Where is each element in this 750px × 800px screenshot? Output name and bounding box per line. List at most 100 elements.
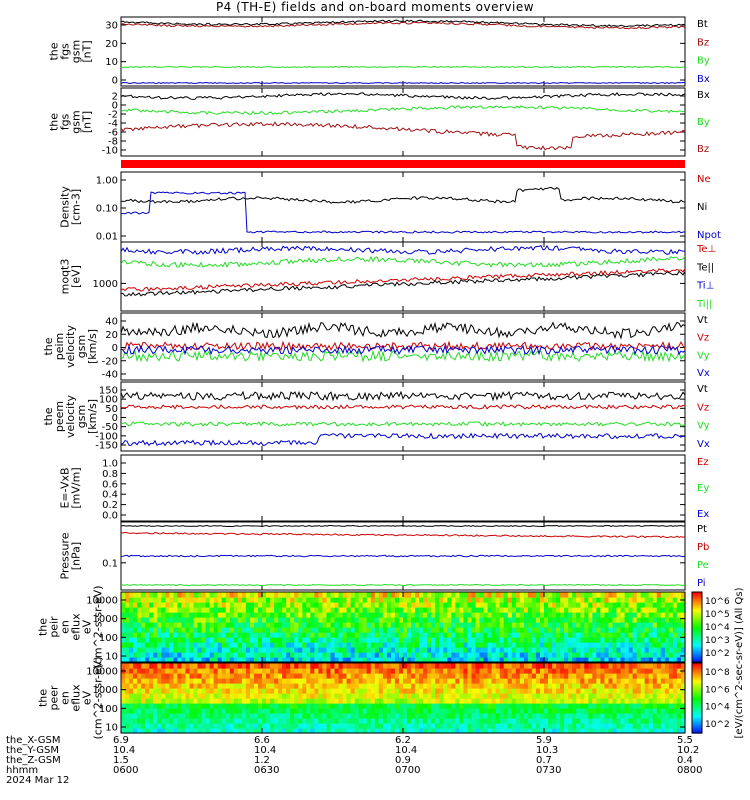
heatmap-cell xyxy=(491,637,497,643)
heatmap-cell xyxy=(129,612,134,618)
heatmap-cell xyxy=(286,612,291,618)
heatmap-cell xyxy=(620,718,626,724)
heatmap-cell xyxy=(153,673,158,679)
colorbar-step xyxy=(692,670,702,673)
heatmap-cell xyxy=(213,718,219,724)
heatmap-cell xyxy=(330,612,336,618)
heatmap-cell xyxy=(201,673,207,679)
heatmap-cell xyxy=(612,713,618,719)
heatmap-cell xyxy=(463,678,468,684)
colorbar-step xyxy=(692,604,702,607)
heatmap-cell xyxy=(298,723,303,729)
heatmap-cell xyxy=(298,622,303,628)
heatmap-cell xyxy=(225,663,231,669)
heatmap-cell xyxy=(407,673,412,679)
heatmap-cell xyxy=(479,673,485,679)
heatmap-cell xyxy=(407,718,412,724)
heatmap-cell xyxy=(193,668,199,674)
series-bx xyxy=(120,91,686,100)
heatmap-cell xyxy=(640,718,646,724)
colorbar-step xyxy=(692,632,702,635)
heatmap-cell xyxy=(213,688,219,694)
heatmap-cell xyxy=(419,723,424,729)
heatmap-cell xyxy=(540,652,545,658)
heatmap-cell xyxy=(415,708,420,714)
heatmap-cell xyxy=(487,673,493,679)
heatmap-cell xyxy=(241,718,247,724)
heatmap-cell xyxy=(314,612,319,618)
heatmap-cell xyxy=(274,708,279,714)
heatmap-cell xyxy=(346,688,352,694)
heatmap-cell xyxy=(419,617,424,623)
heatmap-cell xyxy=(125,688,130,694)
heatmap-cell xyxy=(173,698,178,704)
heatmap-cell xyxy=(548,683,553,689)
heatmap-cell xyxy=(278,698,283,704)
heatmap-cell xyxy=(189,718,195,724)
heatmap-cell xyxy=(419,637,424,643)
heatmap-cell xyxy=(431,647,436,653)
heatmap-cell xyxy=(382,663,388,669)
heatmap-cell xyxy=(600,693,605,699)
heatmap-cell xyxy=(181,718,186,724)
heatmap-cell xyxy=(455,693,460,699)
heatmap-cell xyxy=(548,657,553,663)
heatmap-cell xyxy=(443,713,448,719)
heatmap-cell xyxy=(556,627,561,633)
heatmap-cell xyxy=(382,627,388,633)
heatmap-cell xyxy=(205,693,211,699)
heatmap-cell xyxy=(467,673,473,679)
heatmap-cell xyxy=(507,642,513,648)
heatmap-cell xyxy=(169,657,174,663)
heatmap-cell xyxy=(153,597,158,603)
heatmap-cell xyxy=(346,597,352,603)
heatmap-cell xyxy=(459,693,464,699)
heatmap-cell xyxy=(544,713,549,719)
heatmap-cell xyxy=(221,627,227,633)
heatmap-cell xyxy=(676,602,682,608)
heatmap-cell xyxy=(270,668,275,674)
heatmap-cell xyxy=(161,657,166,663)
heatmap-cell xyxy=(544,642,549,648)
heatmap-cell xyxy=(165,698,170,704)
heatmap-cell xyxy=(342,708,348,714)
heatmap-cell xyxy=(270,683,275,689)
heatmap-cell xyxy=(133,637,138,643)
heatmap-cell xyxy=(584,652,589,658)
heatmap-cell xyxy=(527,647,533,653)
heatmap-cell xyxy=(515,708,521,714)
y-tick-label: 100 xyxy=(99,704,118,715)
heatmap-cell xyxy=(479,627,485,633)
heatmap-cell xyxy=(399,683,404,689)
ephemeris-row-label: the_Y-GSM xyxy=(6,745,60,756)
heatmap-cell xyxy=(624,698,630,704)
heatmap-cell xyxy=(479,663,485,669)
ephemeris-row-label: the_X-GSM xyxy=(6,735,61,746)
heatmap-cell xyxy=(592,708,597,714)
heatmap-cell xyxy=(374,627,380,633)
heatmap-cell xyxy=(342,698,348,704)
heatmap-cell xyxy=(447,728,452,734)
y-axis-label-line: [km/s] xyxy=(86,399,99,434)
heatmap-cell xyxy=(145,597,150,603)
colorbar-step xyxy=(692,630,702,633)
heatmap-cell xyxy=(298,693,303,699)
heatmap-cell xyxy=(467,728,473,734)
heatmap-cell xyxy=(201,642,207,648)
heatmap-cell xyxy=(624,688,630,694)
heatmap-cell xyxy=(125,592,130,598)
heatmap-cell xyxy=(209,688,215,694)
heatmap-cell xyxy=(455,673,460,679)
heatmap-cell xyxy=(624,642,630,648)
heatmap-cell xyxy=(249,723,255,729)
heatmap-cell xyxy=(302,627,307,633)
heatmap-cell xyxy=(612,592,618,598)
heatmap-cell xyxy=(342,597,348,603)
heatmap-cell xyxy=(495,642,501,648)
heatmap-cell xyxy=(141,703,146,709)
heatmap-cell xyxy=(548,688,553,694)
heatmap-cell xyxy=(270,713,275,719)
heatmap-cell xyxy=(378,683,384,689)
heatmap-cell xyxy=(640,647,646,653)
heatmap-cell xyxy=(652,597,658,603)
